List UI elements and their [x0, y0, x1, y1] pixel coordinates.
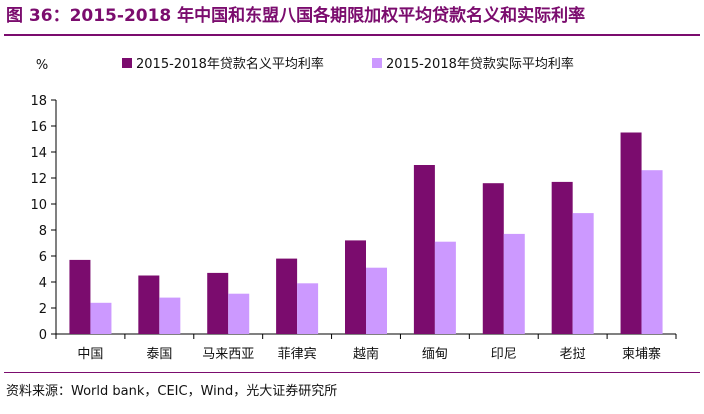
y-tick-label: 6	[39, 250, 47, 265]
x-tick-label: 老挝	[560, 347, 586, 362]
y-tick-label: 16	[30, 120, 47, 135]
x-tick-label: 马来西亚	[202, 347, 254, 362]
bar-nominal-rate	[482, 183, 504, 334]
bar-real-rate	[434, 241, 456, 334]
bar-nominal-rate	[345, 240, 366, 334]
bar-real-rate	[572, 213, 594, 334]
x-tick-label: 柬埔寨	[622, 346, 661, 362]
legend: 2015-2018年贷款名义平均利率 2015-2018年贷款实际平均利率	[122, 56, 574, 72]
legend-swatch	[122, 58, 132, 68]
bar-real-rate	[228, 293, 250, 334]
y-tick-label: 2	[39, 302, 47, 317]
bar-real-rate	[159, 297, 181, 334]
legend-label: 2015-2018年贷款名义平均利率	[136, 56, 324, 72]
legend-label: 2015-2018年贷款实际平均利率	[386, 56, 574, 72]
y-tick-label: 4	[39, 276, 47, 291]
bar-real-rate	[641, 170, 663, 334]
y-tick-label: 0	[39, 328, 47, 343]
bar-nominal-rate	[138, 275, 160, 334]
x-tick-label: 缅甸	[422, 347, 448, 362]
y-tick-label: 10	[30, 198, 47, 213]
legend-swatch	[372, 58, 382, 68]
x-tick-label: 中国	[77, 347, 103, 362]
source-note: 资料来源：World bank，CEIC，Wind，光大证券研究所	[6, 384, 338, 399]
bar-nominal-rate	[276, 258, 298, 334]
bar-real-rate	[90, 302, 112, 334]
x-tick-label: 泰国	[146, 347, 172, 362]
figure-title: 图 36：2015-2018 年中国和东盟八国各期限加权平均贷款名义和实际利率	[6, 6, 586, 26]
bars	[69, 132, 663, 334]
bar-real-rate	[366, 267, 387, 334]
x-tick-label: 菲律宾	[278, 346, 317, 362]
bar-nominal-rate	[620, 132, 642, 334]
y-tick-label: 8	[39, 224, 47, 239]
y-tick-label: 18	[30, 94, 47, 109]
y-tick-label: 12	[30, 172, 47, 187]
x-tick-label: 越南	[353, 346, 379, 362]
bar-nominal-rate	[413, 165, 435, 334]
y-axis: 0 2 4 6 8 10 12 14 16 18	[30, 94, 57, 343]
source-divider	[4, 372, 700, 373]
bar-real-rate	[297, 283, 319, 334]
x-axis: 中国 泰国 马来西亚 菲律宾 越南 缅甸 印尼 老挝 柬埔寨	[55, 333, 677, 362]
bar-real-rate	[503, 233, 525, 334]
y-tick-label: 14	[30, 146, 47, 161]
x-tick-label: 印尼	[491, 347, 517, 362]
bar-nominal-rate	[69, 259, 91, 334]
bar-nominal-rate	[207, 272, 229, 334]
bar-nominal-rate	[551, 181, 573, 334]
y-unit-label: %	[36, 58, 48, 73]
title-divider	[4, 34, 700, 36]
